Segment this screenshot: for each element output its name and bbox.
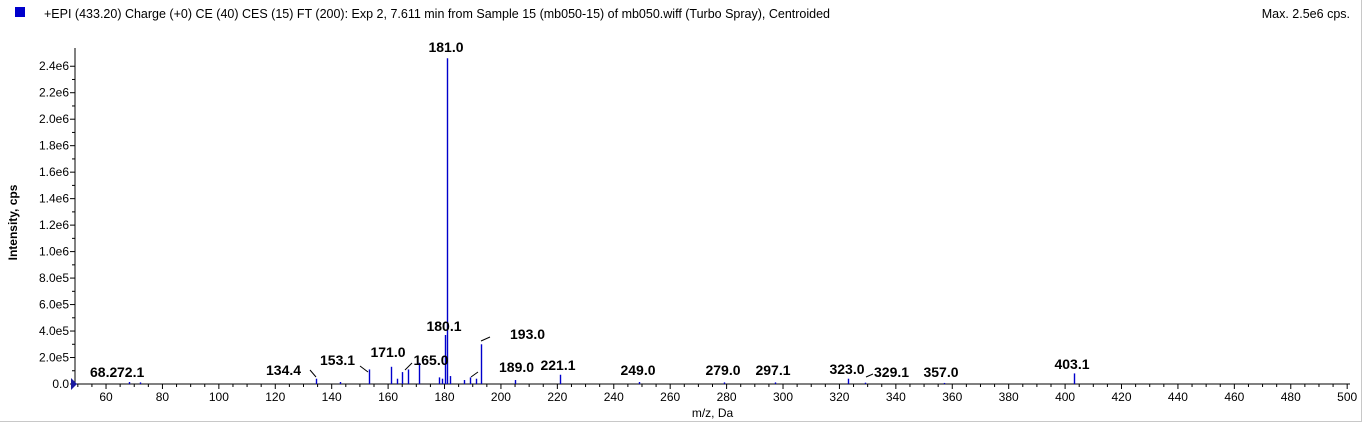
peak-label: 193.0 xyxy=(510,326,545,342)
x-tick-label: 440 xyxy=(1168,390,1188,404)
x-tick-label: 260 xyxy=(660,390,680,404)
x-tick-label: 200 xyxy=(491,390,511,404)
y-tick-label: 1.0e6 xyxy=(39,245,69,259)
peak-label: 221.1 xyxy=(540,357,575,373)
x-tick-label: 400 xyxy=(1055,390,1075,404)
peak-label: 165.0 xyxy=(413,352,448,368)
peak-label: 357.0 xyxy=(923,364,958,380)
max-intensity-label: Max. 2.5e6 cps. xyxy=(1261,7,1350,21)
peak-label: 189.0 xyxy=(499,359,534,375)
x-tick-label: 140 xyxy=(322,390,342,404)
x-tick-label: 60 xyxy=(99,390,113,404)
peak-label-leader xyxy=(865,373,874,378)
peak-label: 153.1 xyxy=(320,352,355,368)
peak-label: 181.0 xyxy=(428,39,463,55)
intensity-marker-icon[interactable] xyxy=(71,378,77,390)
y-tick-label: 2.0e6 xyxy=(39,112,69,126)
x-tick-label: 80 xyxy=(156,390,170,404)
peak-label: 180.1 xyxy=(426,318,461,334)
spectrum-title: +EPI (433.20) Charge (+0) CE (40) CES (1… xyxy=(44,7,830,21)
x-tick-label: 320 xyxy=(829,390,849,404)
x-tick-label: 460 xyxy=(1224,390,1244,404)
x-tick-label: 420 xyxy=(1111,390,1131,404)
y-tick-label: 8.0e5 xyxy=(39,271,69,285)
peak-label-leader xyxy=(359,365,369,373)
peak-label: 279.0 xyxy=(705,362,740,378)
peak-label: 249.0 xyxy=(620,362,655,378)
peak-label: 134.4 xyxy=(266,362,301,378)
peak-label-leader xyxy=(470,371,479,378)
y-tick-label: 1.4e6 xyxy=(39,192,69,206)
x-axis-title: m/z, Da xyxy=(692,406,734,420)
peak-label-leader xyxy=(480,336,491,342)
peak-label-leader xyxy=(404,362,413,371)
y-tick-label: 4.0e5 xyxy=(39,324,69,338)
y-tick-label: 2.0e5 xyxy=(39,351,69,365)
x-tick-label: 100 xyxy=(209,390,229,404)
peak-label: 403.1 xyxy=(1054,356,1089,372)
peak-label-leader xyxy=(309,369,317,378)
y-axis-title: Intensity, cps xyxy=(6,184,20,260)
peak-label: 329.1 xyxy=(874,364,909,380)
series-color-swatch[interactable] xyxy=(15,7,25,17)
x-tick-label: 380 xyxy=(999,390,1019,404)
y-tick-label: 2.4e6 xyxy=(39,59,69,73)
x-tick-label: 340 xyxy=(886,390,906,404)
spectrum-header: +EPI (433.20) Charge (+0) CE (40) CES (1… xyxy=(0,0,1364,28)
x-tick-label: 360 xyxy=(942,390,962,404)
x-tick-label: 180 xyxy=(435,390,455,404)
peak-label: 68.2 xyxy=(90,364,117,380)
x-tick-label: 300 xyxy=(773,390,793,404)
x-tick-label: 120 xyxy=(265,390,285,404)
peak-label: 72.1 xyxy=(117,364,144,380)
peak-label: 297.1 xyxy=(755,362,790,378)
x-tick-label: 500 xyxy=(1337,390,1357,404)
y-tick-label: 2.2e6 xyxy=(39,86,69,100)
x-tick-label: 240 xyxy=(604,390,624,404)
y-tick-label: 1.6e6 xyxy=(39,165,69,179)
peak-label: 171.0 xyxy=(370,344,405,360)
peak-bars xyxy=(128,58,1076,384)
axes: 60 80 100 120 140 160 180 200 220 240 260 280 300 320… xyxy=(39,48,1358,404)
peak-label: 323.0 xyxy=(829,361,864,377)
y-tick-label: 1.8e6 xyxy=(39,139,69,153)
x-tick-label: 160 xyxy=(378,390,398,404)
y-tick-label: 0.0 xyxy=(52,377,69,391)
y-tick-label: 1.2e6 xyxy=(39,218,69,232)
x-tick-label: 480 xyxy=(1281,390,1301,404)
x-tick-label: 280 xyxy=(717,390,737,404)
peak-labels: 68.2 72.1 134.4 153.1 171.0 165.0 180.1 181.0 18… xyxy=(90,39,1090,380)
y-tick-label: 6.0e5 xyxy=(39,298,69,312)
x-tick-label: 220 xyxy=(547,390,567,404)
